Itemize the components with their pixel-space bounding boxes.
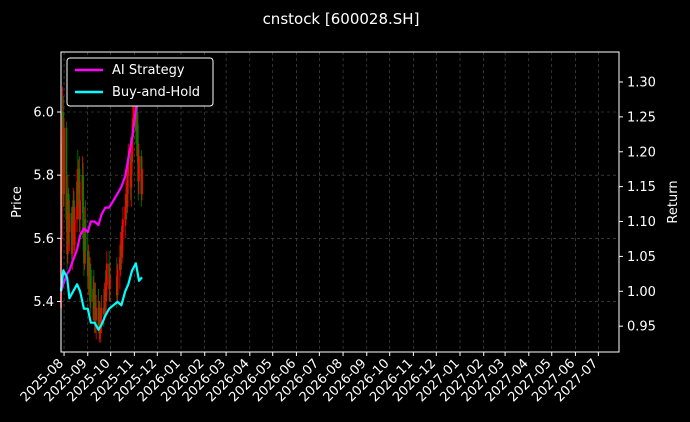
legend-label-strategy: AI Strategy <box>112 63 185 78</box>
series-lines <box>59 91 143 331</box>
y-tick-label: 6.0 <box>33 106 54 121</box>
candle-body <box>136 112 139 150</box>
candle-body <box>124 206 127 220</box>
y2-tick-label: 1.30 <box>627 76 656 91</box>
candle-body <box>141 168 143 195</box>
ai-strategy-line <box>59 91 143 292</box>
candle-body <box>105 263 108 286</box>
candle-body <box>116 269 119 296</box>
candle-body <box>65 127 68 220</box>
candle-body <box>127 156 130 176</box>
y2-tick-label: 1.05 <box>627 250 656 265</box>
y2-tick-label: 1.25 <box>627 110 656 125</box>
candle-body <box>76 181 78 220</box>
candle-body <box>118 257 121 270</box>
y-axis-right: 0.95 1.00 1.05 1.10 1.15 1.20 1.25 1.30 <box>619 76 656 335</box>
candle-body <box>68 213 71 232</box>
y-tick-label: 5.8 <box>33 169 54 184</box>
candle-body <box>82 175 85 239</box>
plot-frame <box>60 51 620 353</box>
chart-title: cnstock [600028.SH] <box>263 10 420 28</box>
candle-body <box>63 127 65 195</box>
y2-axis-title: Return <box>666 180 681 223</box>
candle-body <box>138 156 140 182</box>
y2-tick-label: 1.00 <box>627 285 656 300</box>
x-axis: 2025-082025-092025-102025-112025-122026-… <box>18 352 601 405</box>
candle-body <box>100 307 103 318</box>
candle-body <box>79 200 82 220</box>
candle-body <box>78 168 81 220</box>
candle-body <box>121 232 124 258</box>
candle-body <box>108 263 111 289</box>
candle-body <box>71 225 74 255</box>
candle-body <box>131 137 133 163</box>
y2-tick-label: 1.20 <box>627 145 656 160</box>
candle-body <box>130 162 133 188</box>
y-axis-title: Price <box>10 186 25 218</box>
candle-body <box>73 219 76 245</box>
legend-box <box>66 57 214 107</box>
y-tick-label: 5.4 <box>33 295 54 310</box>
candle-body <box>60 156 63 239</box>
y-axis-left: 5.4 5.6 5.8 6.0 <box>33 106 61 310</box>
candle-body <box>84 219 87 251</box>
legend: AI Strategy Buy-and-Hold <box>66 57 214 107</box>
y2-tick-label: 1.15 <box>627 180 656 195</box>
candle-body <box>109 276 111 289</box>
candle-body <box>122 219 124 232</box>
buy-and-hold-line <box>59 262 143 331</box>
candlesticks <box>60 74 143 343</box>
y2-tick-label: 0.95 <box>627 320 656 335</box>
candle-body <box>95 307 98 321</box>
y2-tick-label: 1.10 <box>627 215 656 230</box>
legend-label-buyhold: Buy-and-Hold <box>112 85 200 100</box>
grid <box>61 52 619 352</box>
candle-body <box>103 292 106 315</box>
candle-body <box>126 175 129 207</box>
candle-body <box>89 269 92 302</box>
candle-body <box>105 285 107 302</box>
y-tick-label: 5.6 <box>33 232 54 247</box>
